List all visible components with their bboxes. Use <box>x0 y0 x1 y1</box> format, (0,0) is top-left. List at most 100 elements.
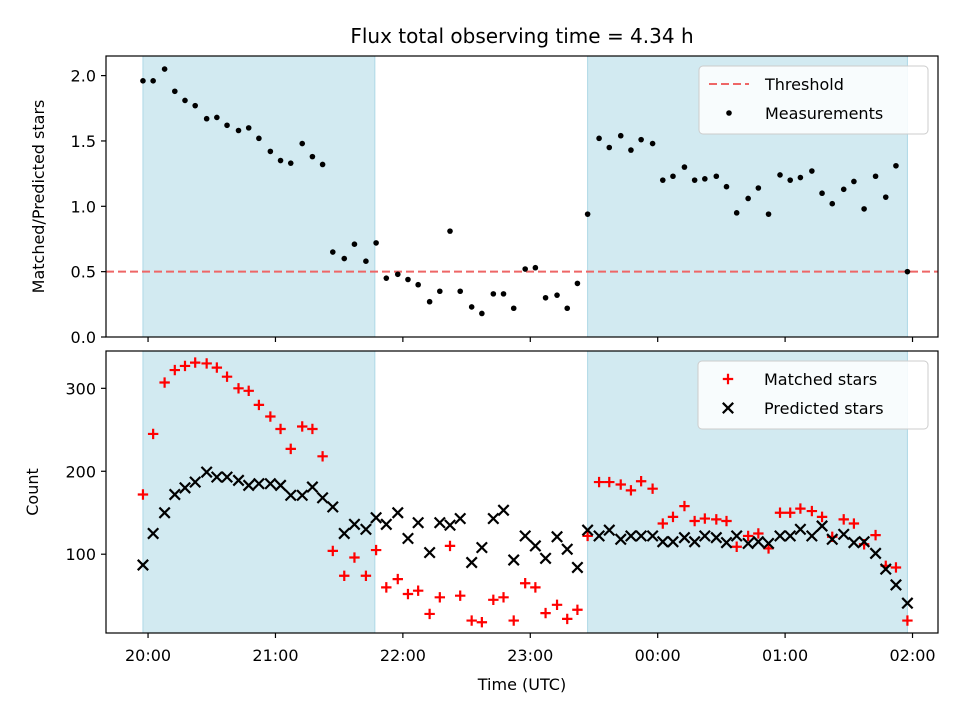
data-point <box>689 515 700 527</box>
data-point <box>659 177 666 183</box>
data-point <box>401 532 414 545</box>
data-point <box>614 533 627 546</box>
data-point <box>349 552 360 563</box>
data-point <box>816 520 829 532</box>
data-point <box>242 479 255 492</box>
data-point <box>554 292 560 298</box>
data-point <box>581 524 594 537</box>
data-point <box>150 78 156 84</box>
data-point <box>574 280 581 287</box>
data-point <box>670 173 676 180</box>
legend-matched-swatch <box>722 373 734 385</box>
data-point <box>158 506 171 519</box>
data-point <box>383 275 390 281</box>
y-tick-label: 0.0 <box>71 328 96 347</box>
data-point <box>572 604 583 615</box>
data-point <box>232 474 245 487</box>
data-point <box>890 562 902 573</box>
data-point <box>785 507 796 518</box>
x-tick-label: 22:00 <box>380 646 426 665</box>
data-point <box>699 513 711 524</box>
data-point <box>787 177 794 183</box>
data-point <box>507 554 520 566</box>
data-point <box>615 479 626 490</box>
data-point <box>264 477 277 490</box>
data-point <box>606 144 613 151</box>
data-point <box>603 524 616 537</box>
data-point <box>391 506 404 519</box>
data-point <box>635 529 648 542</box>
data-point <box>309 153 316 160</box>
x-axis-label: Time (UTC) <box>477 675 566 694</box>
data-point <box>829 200 836 207</box>
data-point <box>211 362 223 373</box>
data-point <box>306 481 319 494</box>
data-point <box>169 364 181 376</box>
data-point <box>192 102 198 109</box>
data-point <box>497 504 510 517</box>
data-point <box>468 304 475 310</box>
data-point <box>519 529 532 542</box>
data-point <box>488 594 499 606</box>
legend-label: Threshold <box>764 75 844 94</box>
data-point <box>412 585 424 596</box>
data-point <box>189 357 201 368</box>
y-tick-label: 1.5 <box>71 132 96 151</box>
series-matched-stars <box>137 357 913 628</box>
data-point <box>479 310 485 317</box>
data-point <box>224 122 230 129</box>
data-point <box>394 271 401 278</box>
data-point <box>710 531 723 544</box>
y-tick-label: 100 <box>65 545 96 564</box>
data-point <box>731 541 742 552</box>
series-predicted-stars <box>136 466 914 610</box>
legend-box <box>698 65 929 135</box>
data-point <box>457 288 464 295</box>
data-point <box>381 582 392 593</box>
data-point <box>253 399 265 411</box>
data-point <box>203 115 210 122</box>
data-point <box>742 530 754 542</box>
data-point <box>243 385 254 397</box>
data-point <box>646 529 659 542</box>
x-tick-label: 02:00 <box>889 646 935 665</box>
data-point <box>405 276 411 283</box>
data-point <box>437 288 443 295</box>
data-point <box>201 358 212 369</box>
legend-predicted-swatch <box>722 402 734 414</box>
legend-label: Measurements <box>765 104 883 123</box>
data-point <box>426 298 433 305</box>
data-point <box>172 88 178 95</box>
data-point <box>245 125 252 131</box>
data-point <box>774 529 786 542</box>
data-point <box>297 421 308 432</box>
data-point <box>137 489 149 500</box>
data-point <box>338 527 351 540</box>
data-point <box>765 211 772 217</box>
data-point <box>582 530 593 542</box>
data-point <box>564 305 571 312</box>
data-point <box>168 488 181 501</box>
data-point <box>296 489 309 502</box>
data-point <box>893 162 899 169</box>
shaded-interval <box>142 55 376 338</box>
y-tick-label: 300 <box>65 379 96 398</box>
plot-frame <box>105 350 939 634</box>
data-point <box>189 476 202 489</box>
data-point <box>434 592 446 603</box>
data-point <box>870 529 881 541</box>
data-point <box>265 411 276 422</box>
data-point <box>274 479 287 492</box>
data-point <box>284 489 297 502</box>
data-point <box>647 483 658 494</box>
data-point <box>380 518 393 531</box>
data-point <box>140 78 146 84</box>
data-point <box>179 481 191 494</box>
data-point <box>235 127 242 134</box>
data-point <box>317 451 328 462</box>
data-point <box>879 563 892 576</box>
x-tick-label: 00:00 <box>635 646 681 665</box>
data-point <box>901 597 914 610</box>
data-point <box>635 476 647 487</box>
